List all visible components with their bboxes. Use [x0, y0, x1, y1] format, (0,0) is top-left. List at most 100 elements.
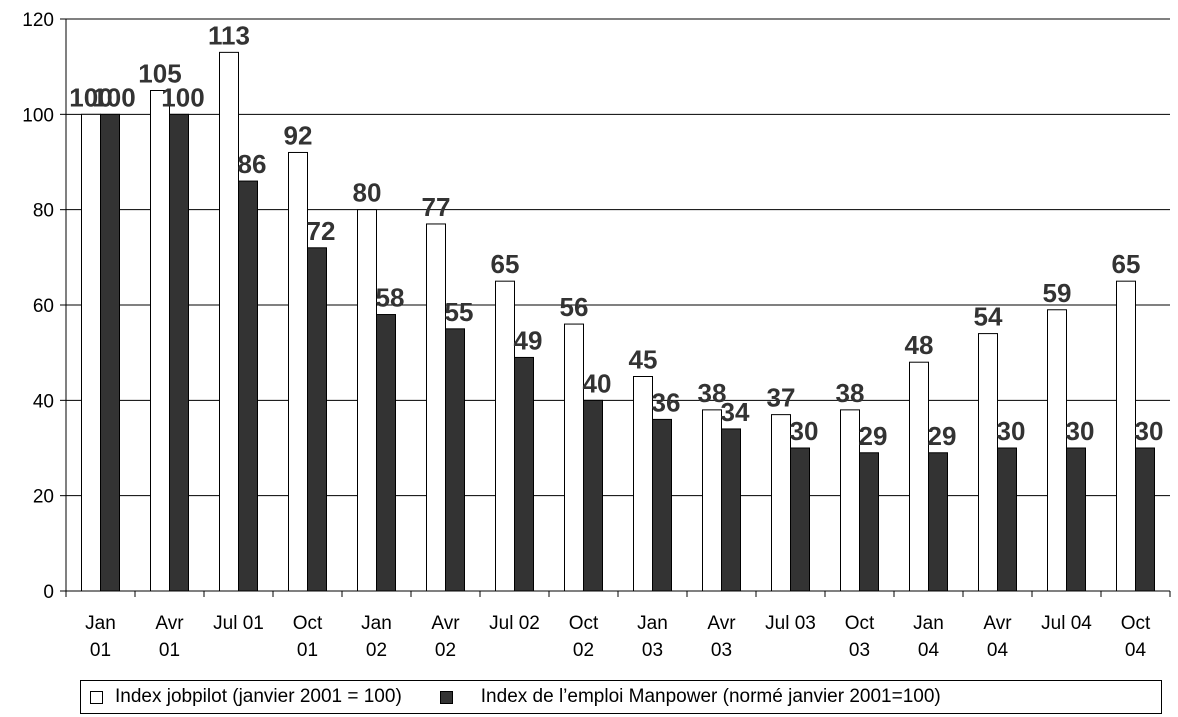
data-label-manpower: 40 — [583, 368, 612, 398]
data-label-manpower: 100 — [92, 82, 135, 112]
data-label-manpower: 49 — [514, 325, 543, 355]
legend-label-jobpilot: Index jobpilot (janvier 2001 = 100) — [115, 686, 402, 707]
data-label-manpower: 72 — [307, 216, 336, 246]
y-tick-label: 80 — [33, 201, 54, 222]
data-label-jobpilot: 38 — [698, 378, 727, 408]
x-tick-label: Jul 04 — [1041, 613, 1092, 634]
x-tick-label: Avr — [707, 613, 736, 634]
x-tick-label: Jan — [913, 613, 944, 634]
data-label-manpower: 36 — [652, 387, 681, 417]
bar-jobpilot — [771, 414, 791, 592]
bar-manpower — [307, 247, 327, 592]
bar-jobpilot — [564, 323, 584, 592]
y-tick-label: 20 — [33, 487, 54, 508]
legend-item-jobpilot: Index jobpilot (janvier 2001 = 100) — [81, 686, 402, 708]
x-tick-label: Jul 03 — [765, 613, 816, 634]
data-label-manpower: 30 — [790, 416, 819, 446]
bar-jobpilot — [219, 51, 239, 592]
y-tick-label: 60 — [33, 296, 54, 317]
data-label-jobpilot: 59 — [1043, 278, 1072, 308]
bar-jobpilot — [633, 376, 653, 592]
bar-jobpilot — [150, 90, 170, 592]
x-tick-label: Jan — [637, 613, 668, 634]
bar-manpower — [997, 447, 1017, 592]
legend-item-manpower: Index de l’emploi Manpower (normé janvie… — [402, 686, 941, 708]
x-tick-label: Avr — [983, 613, 1012, 634]
x-tick-label: 02 — [573, 640, 594, 661]
data-label-jobpilot: 45 — [629, 345, 658, 375]
x-tick-label: Jul 01 — [213, 613, 264, 634]
bar-manpower — [790, 447, 810, 592]
bar-manpower — [1066, 447, 1086, 592]
data-label-jobpilot: 54 — [974, 302, 1003, 332]
x-tick-label: Oct — [293, 613, 323, 634]
y-tick-label: 0 — [43, 582, 54, 603]
x-tick-label: Jan — [361, 613, 392, 634]
x-tick-label: 02 — [366, 640, 387, 661]
data-label-jobpilot: 65 — [491, 249, 520, 279]
bar-jobpilot — [81, 113, 101, 592]
bar-manpower — [928, 452, 948, 592]
legend-label-manpower: Index de l’emploi Manpower (normé janvie… — [480, 686, 941, 707]
data-label-jobpilot: 80 — [353, 178, 382, 208]
x-tick-label: 04 — [987, 640, 1009, 661]
x-tick-label: Avr — [155, 613, 184, 634]
legend-swatch-jobpilot — [90, 690, 103, 704]
bar-manpower — [376, 314, 396, 592]
x-tick-label: Oct — [845, 613, 875, 634]
data-label-manpower: 29 — [928, 421, 957, 451]
y-tick-label: 120 — [22, 10, 54, 31]
bar-jobpilot — [1047, 309, 1067, 592]
data-label-jobpilot: 100 — [69, 82, 112, 112]
legend: Index jobpilot (janvier 2001 = 100) Inde… — [80, 680, 1162, 714]
y-tick-label: 100 — [22, 105, 54, 126]
x-tick-label: 01 — [297, 640, 318, 661]
bar-jobpilot — [1116, 280, 1136, 592]
bar-manpower — [583, 399, 603, 592]
bar-jobpilot — [978, 333, 998, 592]
data-label-jobpilot: 56 — [560, 292, 589, 322]
x-tick-label: Jul 02 — [489, 613, 540, 634]
x-tick-label: 02 — [435, 640, 456, 661]
bar-jobpilot — [495, 280, 515, 592]
x-tick-label: 03 — [642, 640, 663, 661]
bar-jobpilot — [840, 409, 860, 592]
data-label-jobpilot: 77 — [422, 192, 451, 222]
bar-manpower — [859, 452, 879, 592]
data-label-manpower: 100 — [161, 82, 204, 112]
bar-manpower — [169, 113, 189, 592]
data-label-manpower: 30 — [1066, 416, 1095, 446]
data-label-jobpilot: 37 — [767, 383, 796, 413]
data-label-jobpilot: 38 — [836, 378, 865, 408]
bar-manpower — [652, 418, 672, 592]
x-tick-label: Avr — [431, 613, 460, 634]
legend-swatch-manpower — [439, 690, 453, 704]
bar-jobpilot — [702, 409, 722, 592]
bar-jobpilot — [426, 223, 446, 592]
data-label-manpower: 29 — [859, 421, 888, 451]
data-label-jobpilot: 48 — [905, 330, 934, 360]
data-label-jobpilot: 105 — [138, 59, 181, 89]
bar-manpower — [721, 428, 741, 592]
data-label-manpower: 86 — [238, 149, 267, 179]
bar-jobpilot — [909, 361, 929, 592]
bar-jobpilot — [357, 209, 377, 592]
x-tick-label: Oct — [569, 613, 599, 634]
x-tick-label: 04 — [918, 640, 940, 661]
x-tick-label: 03 — [711, 640, 732, 661]
data-label-jobpilot: 92 — [284, 120, 313, 150]
data-label-manpower: 58 — [376, 283, 405, 313]
x-tick-label: Jan — [85, 613, 116, 634]
bar-manpower — [1135, 447, 1155, 592]
bar-jobpilot — [288, 151, 308, 592]
x-tick-label: 01 — [90, 640, 111, 661]
y-tick-label: 40 — [33, 391, 54, 412]
data-label-manpower: 30 — [997, 416, 1026, 446]
x-tick-label: 04 — [1125, 640, 1147, 661]
x-tick-label: 03 — [849, 640, 870, 661]
data-label-jobpilot: 113 — [208, 20, 250, 50]
x-tick-label: Oct — [1121, 613, 1151, 634]
data-label-manpower: 34 — [721, 397, 750, 427]
bar-manpower — [514, 356, 534, 592]
